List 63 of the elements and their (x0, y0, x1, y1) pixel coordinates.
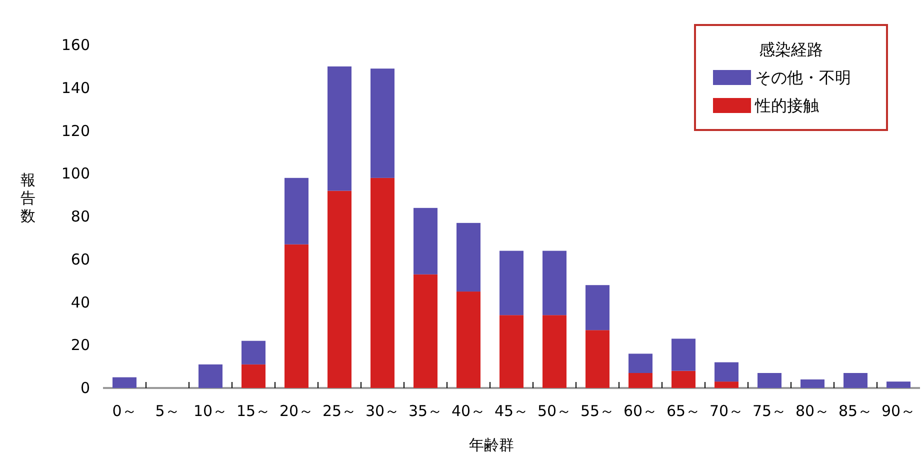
bar (586, 285, 610, 330)
y-tick-label: 140 (61, 78, 90, 97)
bar (414, 208, 438, 274)
bar (370, 68, 394, 178)
x-tick-label: 15～ (236, 402, 271, 420)
legend-label: 性的接触 (754, 96, 819, 115)
x-tick-label: 45～ (494, 402, 529, 420)
x-tick-label: 30～ (365, 402, 400, 420)
x-tick-label: 55～ (580, 402, 615, 420)
x-tick-label: 80～ (795, 402, 830, 420)
bar (758, 372, 782, 388)
bar (370, 178, 394, 388)
bar (328, 190, 352, 388)
bar (500, 315, 524, 388)
y-tick-label: 120 (61, 122, 90, 140)
bar (886, 382, 910, 388)
bar (242, 340, 266, 364)
bar (844, 372, 868, 388)
y-tick-label: 60 (70, 250, 90, 268)
x-tick-label: 5～ (155, 402, 180, 420)
x-tick-label: 10～ (193, 402, 228, 420)
y-axis-title: 報告数 (20, 171, 36, 225)
y-tick-label: 40 (70, 293, 90, 312)
bar (542, 250, 566, 316)
legend-label: その他・不明 (755, 68, 851, 87)
bar (242, 364, 266, 388)
bar (456, 292, 480, 388)
x-axis-title: 年齢群 (469, 436, 514, 454)
x-tick-label: 85～ (838, 402, 873, 420)
y-tick-label: 80 (70, 208, 90, 226)
x-tick-label: 20～ (279, 402, 314, 420)
x-tick-label: 70～ (709, 402, 744, 420)
bar (714, 382, 738, 388)
x-tick-label: 0～ (112, 402, 137, 420)
y-tick-label: 0 (80, 379, 90, 397)
bar (500, 250, 524, 316)
x-tick-label: 35～ (408, 402, 443, 420)
x-tick-label: 50～ (537, 402, 572, 420)
bar (328, 66, 352, 191)
x-tick-label: 65～ (666, 402, 701, 420)
bar (456, 222, 480, 292)
bar (414, 274, 438, 388)
bar (628, 372, 652, 388)
bar (284, 244, 308, 388)
bar (672, 370, 696, 388)
bar (198, 364, 222, 388)
y-tick-label: 20 (70, 336, 90, 354)
y-tick-label: 160 (61, 36, 90, 54)
x-tick-label: 25～ (322, 402, 357, 420)
bar (714, 362, 738, 382)
bar (112, 377, 136, 388)
bar (542, 315, 566, 388)
bar (284, 178, 308, 244)
bar (628, 354, 652, 373)
x-tick-label: 75～ (752, 402, 787, 420)
x-tick-label: 90～ (881, 402, 916, 420)
x-tick-label: 60～ (623, 402, 658, 420)
x-tick-label: 40～ (451, 402, 486, 420)
bar (800, 379, 824, 388)
legend-title: 感染経路 (759, 40, 823, 59)
bar (672, 338, 696, 371)
bar (586, 330, 610, 388)
y-tick-label: 100 (61, 164, 90, 183)
